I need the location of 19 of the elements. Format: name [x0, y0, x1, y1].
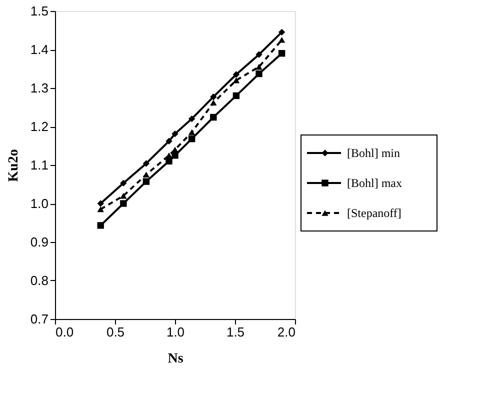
x-tick-label: 0.5	[106, 324, 125, 340]
y-tick-label: 1.2	[30, 119, 48, 134]
y-tick-label: 0.7	[30, 312, 48, 326]
y-tick-label: 1.0	[30, 196, 48, 211]
legend-label: [Bohl] max	[347, 176, 402, 190]
x-tick-label: 0.0	[56, 324, 74, 340]
legend-label: [Stepanoff]	[347, 206, 402, 220]
y-tick-label: 0.9	[30, 234, 48, 250]
x-axis-title: Ns	[168, 352, 184, 366]
x-tick-label: 1.0	[166, 324, 185, 340]
legend-label: [Bohl] min	[347, 146, 400, 160]
y-axis-title: Ku2o	[6, 149, 22, 182]
y-tick-label: 1.5	[30, 4, 48, 18]
y-tick-label: 0.8	[30, 273, 48, 288]
x-tick-label: 2.0	[277, 324, 296, 340]
y-tick-label: 1.4	[30, 42, 48, 57]
y-tick-label: 1.1	[30, 158, 48, 172]
x-tick-label: 1.5	[226, 324, 245, 340]
y-tick-label: 1.3	[30, 80, 48, 96]
